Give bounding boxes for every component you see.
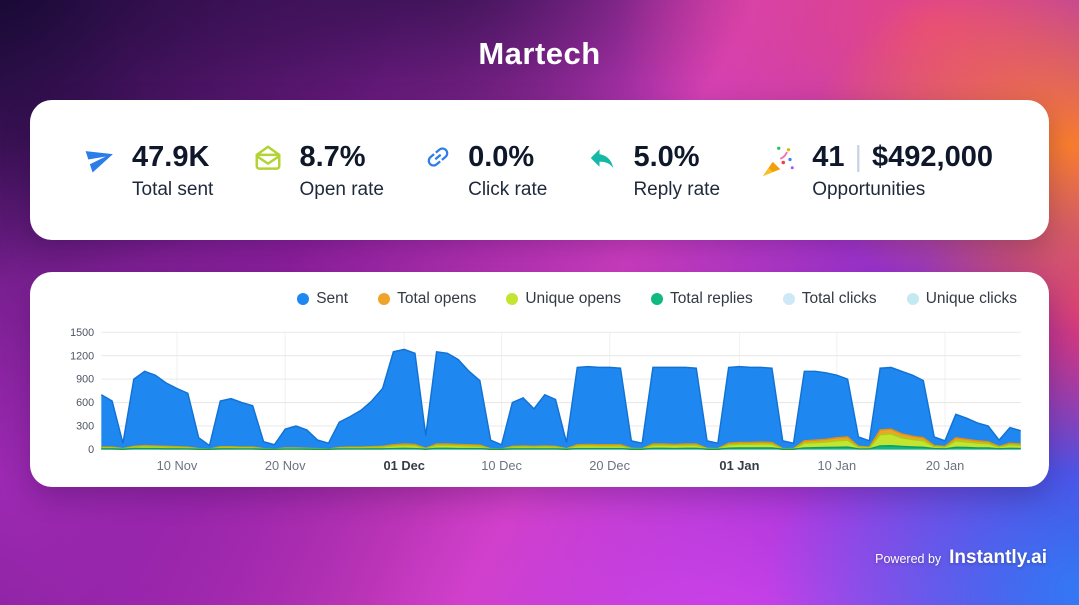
legend-dot bbox=[651, 293, 664, 305]
svg-text:10 Nov: 10 Nov bbox=[157, 458, 198, 473]
legend-item-total-opens[interactable]: Total opens bbox=[378, 290, 476, 308]
stat-label: Click rate bbox=[468, 178, 548, 200]
stat-value: 0.0% bbox=[468, 140, 535, 173]
legend-dot bbox=[782, 293, 795, 305]
campaign-analytics-chart: 0 300 600 900 1200 1500 10 Nov 20 Nov 01 Dec 10 D… bbox=[70, 327, 1021, 473]
legend-item-unique-opens[interactable]: Unique opens bbox=[506, 290, 621, 308]
stat-label: Opportunities bbox=[812, 178, 926, 200]
stat-reply-rate: 5.0% Reply rate bbox=[587, 140, 720, 201]
send-icon bbox=[85, 143, 116, 173]
svg-text:20 Jan: 20 Jan bbox=[926, 458, 965, 473]
svg-text:20 Nov: 20 Nov bbox=[265, 458, 306, 473]
legend-item-total-clicks[interactable]: Total clicks bbox=[782, 290, 877, 308]
svg-text:1200: 1200 bbox=[70, 350, 94, 362]
svg-text:20 Dec: 20 Dec bbox=[589, 458, 630, 473]
opportunities-count: 41 bbox=[812, 140, 845, 173]
svg-text:600: 600 bbox=[76, 397, 94, 409]
svg-text:10 Jan: 10 Jan bbox=[818, 458, 857, 473]
chart-area: 0 300 600 900 1200 1500 10 Nov 20 Nov 01 Dec 10 D… bbox=[54, 324, 1031, 476]
chart-card: Sent Total opens Unique opens Total replies… bbox=[30, 272, 1049, 487]
stat-opportunities: 41 | $492,000 Opportunities bbox=[760, 140, 993, 201]
stat-value: 5.0% bbox=[633, 140, 700, 173]
stat-value: 8.7% bbox=[299, 140, 366, 173]
party-popper-icon bbox=[760, 143, 796, 179]
stat-label: Total sent bbox=[132, 178, 214, 200]
page-title: Martech bbox=[478, 36, 601, 71]
svg-text:900: 900 bbox=[76, 374, 94, 386]
legend-dot bbox=[906, 293, 919, 305]
powered-by: Powered by Instantly.ai bbox=[875, 547, 1047, 569]
stat-value: 41 | $492,000 bbox=[812, 140, 993, 174]
svg-text:300: 300 bbox=[76, 421, 94, 433]
stat-label: Open rate bbox=[299, 178, 384, 200]
svg-text:0: 0 bbox=[88, 444, 94, 456]
opportunities-amount: $492,000 bbox=[872, 140, 993, 173]
legend-label: Unique opens bbox=[525, 290, 622, 307]
svg-text:10 Dec: 10 Dec bbox=[481, 458, 522, 473]
stats-summary-card: 47.9K Total sent 8.7% Open rate bbox=[30, 100, 1049, 240]
legend-dot bbox=[506, 293, 519, 305]
reply-icon bbox=[587, 143, 617, 173]
legend-label: Unique clicks bbox=[925, 290, 1017, 307]
envelope-open-icon bbox=[253, 143, 283, 173]
svg-text:01 Jan: 01 Jan bbox=[719, 458, 759, 473]
brand-name[interactable]: Instantly.ai bbox=[949, 547, 1047, 568]
legend-item-total-replies[interactable]: Total replies bbox=[651, 290, 753, 308]
stat-open-rate: 8.7% Open rate bbox=[253, 140, 384, 201]
stat-label: Reply rate bbox=[633, 178, 721, 200]
legend-label: Total clicks bbox=[801, 290, 877, 307]
link-icon bbox=[424, 143, 452, 171]
legend-label: Total opens bbox=[397, 290, 477, 307]
stat-total-sent: 47.9K Total sent bbox=[85, 140, 214, 201]
legend-item-sent[interactable]: Sent bbox=[297, 290, 348, 308]
stat-value: 47.9K bbox=[132, 140, 210, 173]
svg-text:01 Dec: 01 Dec bbox=[383, 458, 424, 473]
stat-click-rate: 0.0% Click rate bbox=[424, 140, 547, 201]
legend-label: Total replies bbox=[670, 290, 753, 307]
legend-dot bbox=[297, 293, 310, 305]
legend-label: Sent bbox=[316, 290, 349, 307]
legend-dot bbox=[378, 293, 391, 305]
powered-by-text: Powered by bbox=[875, 552, 942, 566]
divider: | bbox=[854, 140, 862, 173]
svg-text:1500: 1500 bbox=[70, 327, 94, 339]
legend-item-unique-clicks[interactable]: Unique clicks bbox=[906, 290, 1017, 308]
chart-legend: Sent Total opens Unique opens Total replies… bbox=[54, 290, 1031, 308]
